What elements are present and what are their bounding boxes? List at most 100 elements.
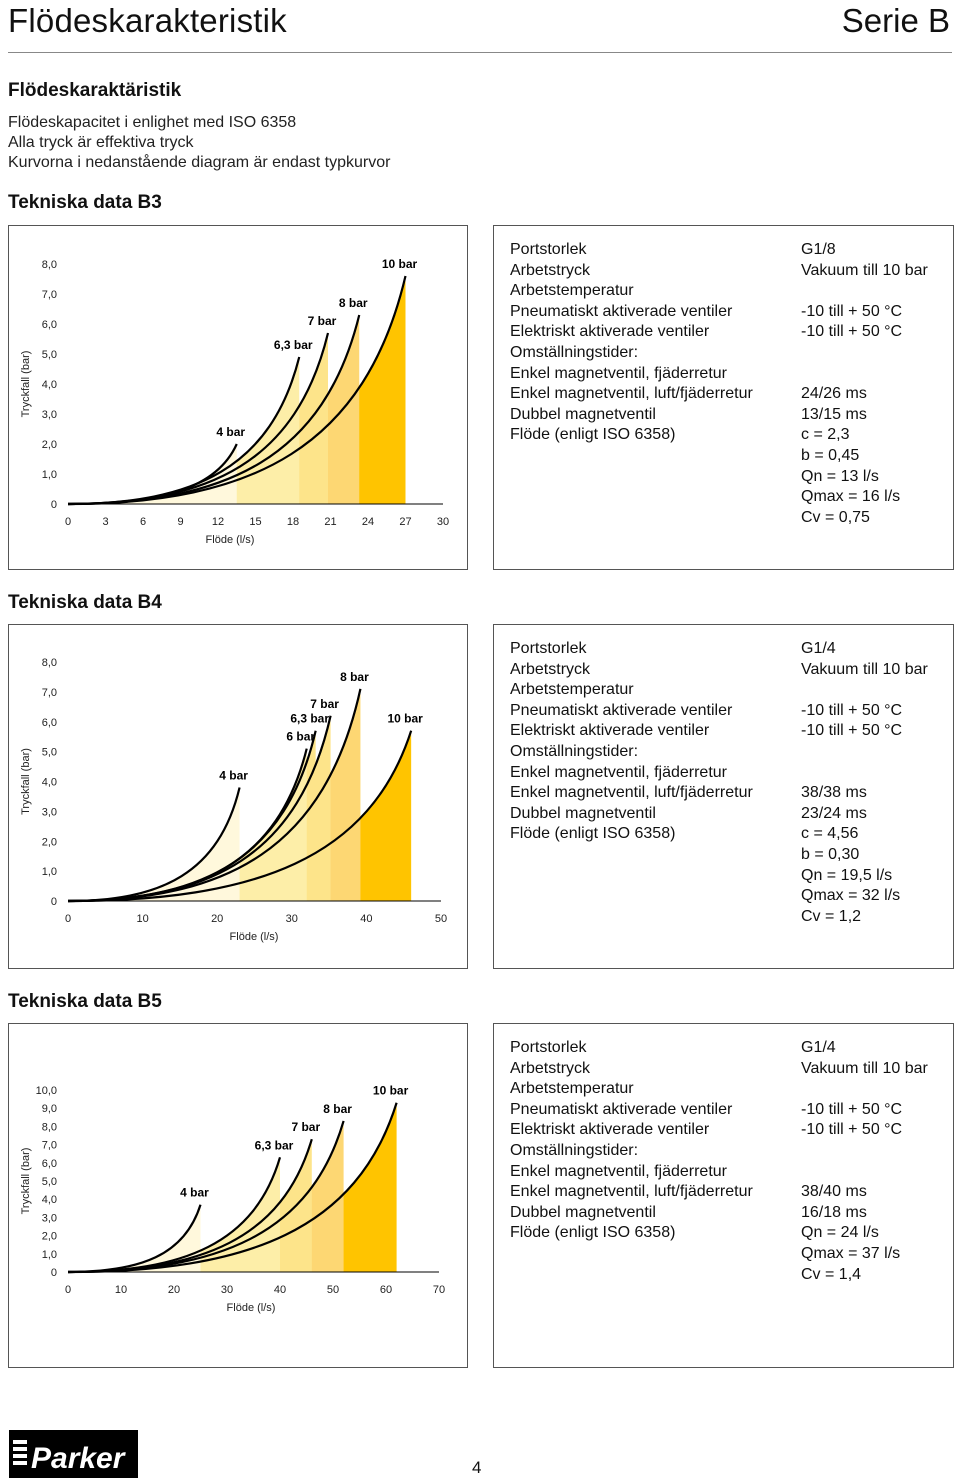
x-tick-label: 30: [286, 913, 298, 925]
spec-value: [801, 1162, 928, 1183]
series-label: 8 bar: [323, 1102, 352, 1116]
spec-label: Elektriskt aktiverade ventiler: [510, 1121, 710, 1139]
spec-value: 38/40 ms: [801, 1183, 867, 1201]
values-col-b5: G1/4 Vakuum till 10 bar -10 till + 50 °C -1…: [801, 1038, 928, 1306]
series-label: 6,3 bar: [290, 712, 329, 726]
spec-label: Arbetstemperatur: [510, 1080, 634, 1098]
y-axis-label: Tryckfall (bar): [20, 748, 32, 815]
series-curve: [67, 1102, 398, 1274]
spec-value: -10 till + 50 °C: [801, 701, 903, 719]
spec-value: 16/18 ms: [801, 1203, 867, 1221]
x-tick-label: 15: [249, 516, 261, 528]
x-tick-label: 24: [362, 516, 374, 528]
spec-label: Enkel magnetventil, luft/fjäderretur: [510, 385, 753, 403]
y-tick-label: 2,0: [42, 439, 57, 451]
spec-value: [801, 680, 928, 701]
spec-value: [801, 763, 928, 784]
y-tick-label: 1,0: [42, 469, 57, 481]
y-tick-label: 1,0: [42, 866, 57, 878]
x-tick-label: 6: [140, 516, 146, 528]
y-tick-label: 8,0: [42, 259, 57, 271]
series-label: 8 bar: [339, 296, 368, 310]
y-tick-label: 3,0: [42, 1212, 57, 1224]
labels-col-b3: Portstorlek Arbetstryck Arbetstemperatur Pn…: [510, 240, 753, 528]
series-area: [68, 787, 240, 901]
header-series: Serie B: [841, 2, 950, 39]
series-label: 7 bar: [308, 314, 337, 328]
y-tick-label: 7,0: [42, 1140, 57, 1152]
values-col-b4: G1/4 Vakuum till 10 bar -10 till + 50 °C -1…: [801, 639, 928, 927]
spec-label: Arbetstryck: [510, 261, 591, 279]
spec-label: Omställningstider:: [510, 343, 639, 361]
y-tick-label: 0: [51, 1267, 57, 1279]
data-table-b3: Portstorlek Arbetstryck Arbetstemperatur Pn…: [493, 225, 954, 570]
spec-value: G1/4: [801, 640, 836, 657]
series-label: 7 bar: [310, 697, 339, 711]
chart-box-b4: 4 bar 6 bar 6,3 bar 7 bar 8 bar 10 bar 0 1,0 2,0…: [8, 624, 468, 969]
heading-b5: Tekniska data B5: [8, 991, 162, 1012]
y-tick-label: 6,0: [42, 1158, 57, 1170]
header-rule: [8, 52, 952, 53]
spec-value: [801, 364, 928, 385]
x-tick-label: 20: [211, 913, 223, 925]
spec-value: Qmax = 32 l/s: [801, 887, 901, 905]
x-tick-label: 10: [136, 913, 148, 925]
spec-value: Qmax = 16 l/s: [801, 488, 901, 506]
spec-label: Portstorlek: [510, 241, 587, 258]
spec-label: [510, 487, 753, 508]
x-tick-label: 0: [65, 516, 71, 528]
intro-line: Flödeskapacitet i enlighet med ISO 6358: [8, 114, 297, 131]
spec-label: Enkel magnetventil, fjäderretur: [510, 1162, 727, 1180]
y-tick-label: 8,0: [42, 657, 57, 669]
series-label: 10 bar: [373, 1084, 409, 1098]
series-label: 10 bar: [387, 712, 423, 726]
page-number: 4: [472, 1458, 482, 1477]
spec-label: [510, 845, 753, 866]
spec-value: [801, 1079, 928, 1100]
x-tick-label: 70: [433, 1284, 445, 1296]
y-axis-label: Tryckfall (bar): [20, 351, 32, 418]
spec-label: Dubbel magnetventil: [510, 405, 656, 423]
spec-value: Qn = 24 l/s: [801, 1224, 879, 1242]
x-tick-label: 20: [168, 1284, 180, 1296]
y-tick-label: 3,0: [42, 409, 57, 421]
spec-label: Portstorlek: [510, 1039, 587, 1056]
spec-value: 13/15 ms: [801, 405, 867, 423]
y-tick-label: 6,0: [42, 319, 57, 331]
logo-text: Parker: [31, 1442, 127, 1475]
spec-label: [510, 467, 753, 488]
spec-label: [510, 1265, 753, 1286]
y-tick-label: 7,0: [42, 687, 57, 699]
spec-value: -10 till + 50 °C: [801, 722, 903, 740]
series-label: 4 bar: [180, 1186, 209, 1200]
x-axis-label: Flöde (l/s): [206, 534, 255, 546]
intro-line: Kurvorna i nedanstående diagram är endas…: [8, 154, 391, 171]
y-tick-label: 0: [51, 896, 57, 908]
parker-logo: Parker: [9, 1430, 138, 1478]
spec-label: Elektriskt aktiverade ventiler: [510, 722, 710, 740]
y-tick-label: 2,0: [42, 836, 57, 848]
labels-col-b4: Portstorlek Arbetstryck Arbetstemperatur Pn…: [510, 639, 753, 927]
series-label: 10 bar: [382, 257, 418, 271]
x-tick-label: 30: [437, 516, 449, 528]
spec-label: Pneumatiskt aktiverade ventiler: [510, 302, 733, 320]
section-heading: Flödeskaraktäristik: [8, 80, 182, 101]
y-tick-label: 7,0: [42, 289, 57, 301]
x-tick-label: 10: [115, 1284, 127, 1296]
x-tick-label: 12: [212, 516, 224, 528]
series-curve: [67, 730, 413, 903]
y-tick-label: 4,0: [42, 379, 57, 391]
intro-line: Alla tryck är effektiva tryck: [8, 134, 194, 151]
spec-label: [510, 886, 753, 907]
spec-value: G1/4: [801, 1039, 836, 1056]
spec-label: Flöde (enligt ISO 6358): [510, 825, 676, 843]
spec-value: Vakuum till 10 bar: [801, 660, 928, 678]
y-axis-label: Tryckfall (bar): [20, 1148, 32, 1215]
values-col-b3: G1/8 Vakuum till 10 bar -10 till + 50 °C -1…: [801, 240, 928, 528]
y-tick-label: 10,0: [36, 1085, 57, 1097]
y-tick-label: 5,0: [42, 1176, 57, 1188]
x-tick-label: 50: [435, 913, 447, 925]
spec-value: 23/24 ms: [801, 804, 867, 822]
y-tick-label: 5,0: [42, 747, 57, 759]
